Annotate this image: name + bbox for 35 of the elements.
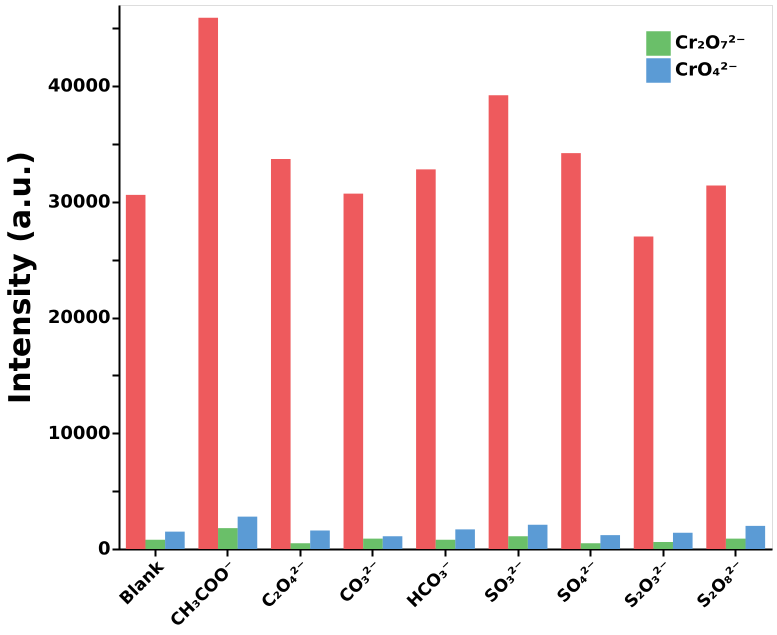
bar — [238, 516, 258, 549]
y-tick-label: 30000 — [48, 191, 110, 212]
bar — [198, 18, 218, 549]
bar — [218, 528, 238, 549]
legend-label: CrO₄²⁻ — [675, 60, 738, 80]
bar — [436, 540, 456, 549]
bar — [634, 236, 654, 549]
bar — [488, 95, 508, 549]
bar — [290, 543, 310, 549]
bar — [580, 543, 600, 549]
bar — [653, 542, 673, 549]
bar — [344, 194, 364, 549]
legend-label: Cr₂O₇²⁻ — [675, 32, 746, 54]
bar — [416, 169, 436, 549]
y-tick-label: 0 — [98, 538, 110, 560]
bar — [561, 153, 581, 549]
bar — [508, 536, 528, 549]
bar — [600, 535, 620, 549]
y-tick-label: 20000 — [48, 307, 110, 328]
bar — [726, 538, 746, 549]
bar — [310, 530, 330, 549]
bar — [270, 158, 291, 549]
bar — [165, 532, 185, 549]
bar — [145, 540, 166, 549]
bar — [382, 536, 402, 549]
bar — [126, 194, 146, 549]
y-tick-label: 40000 — [48, 76, 110, 97]
bar — [746, 526, 766, 549]
y-tick-label: 10000 — [48, 422, 110, 444]
bar — [363, 538, 383, 549]
bar — [672, 532, 693, 549]
y-axis-title: Intensity (a.u.) — [2, 151, 38, 404]
bar — [528, 524, 548, 549]
bar — [455, 529, 475, 549]
bar — [706, 186, 726, 549]
